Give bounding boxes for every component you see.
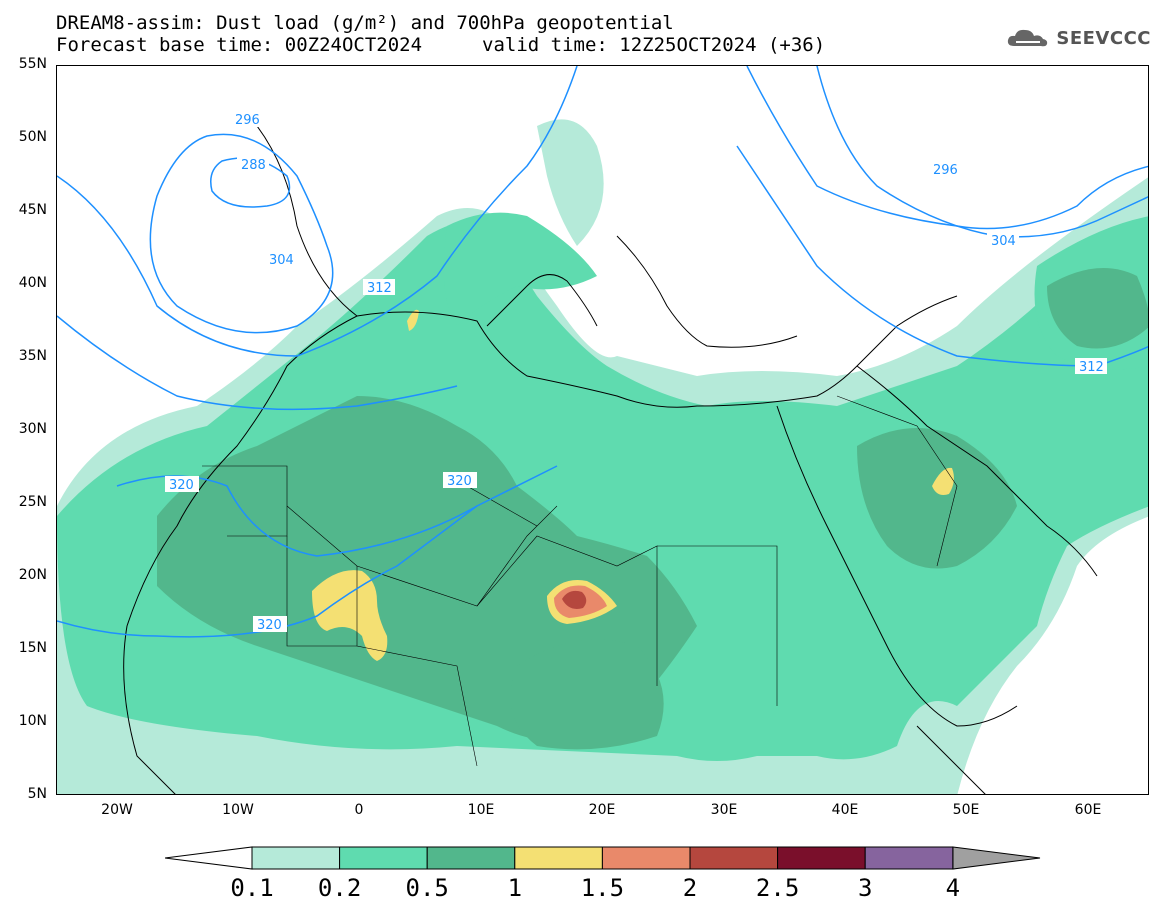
lat-label-10n: 10N xyxy=(18,713,47,729)
colorbar-label: 3 xyxy=(857,874,873,902)
contour-label-312-east: 312 xyxy=(1079,360,1104,375)
colorbar-label: 1 xyxy=(507,874,523,902)
colorbar-segment xyxy=(514,846,603,870)
cloud-icon xyxy=(1008,29,1048,47)
colorbar-label: 0.1 xyxy=(230,874,274,902)
dust-region-dense-sudan xyxy=(510,639,664,750)
colorbar-segment xyxy=(426,846,516,870)
dust-region-high-arabia xyxy=(932,467,954,495)
valid-time: valid time: 12Z25OCT2024 (+36) xyxy=(482,34,826,56)
colorbar-segment xyxy=(339,846,428,870)
colorbar-segment xyxy=(864,846,954,870)
lat-label-45n: 45N xyxy=(18,202,47,218)
colorbar-label: 4 xyxy=(945,874,961,902)
dust-region-high-algeria xyxy=(407,309,419,331)
dust-region-peak xyxy=(562,590,587,609)
lat-label-15n: 15N xyxy=(18,640,47,656)
lon-label-50e: 50E xyxy=(952,802,980,818)
contour-label-304-east: 304 xyxy=(991,234,1016,249)
lon-label-10e: 10E xyxy=(467,802,495,818)
lon-label-0: 0 xyxy=(354,802,364,818)
logo-text: SEEVCCC xyxy=(1056,27,1151,49)
lat-label-40n: 40N xyxy=(18,275,47,291)
contour-label-312-europe: 312 xyxy=(367,281,392,296)
colorbar-segment xyxy=(251,846,341,870)
dust-load-map: 296 288 304 312 320 320 320 296 304 312 xyxy=(56,65,1149,795)
dust-region-europe-light xyxy=(537,119,604,246)
colorbar-segments xyxy=(251,846,954,870)
contour-label-288: 288 xyxy=(241,158,266,173)
lon-label-20w: 20W xyxy=(101,802,133,818)
dust-region-italy xyxy=(443,212,597,326)
coastlines xyxy=(123,125,1098,794)
lon-label-60e: 60E xyxy=(1074,802,1102,818)
forecast-base-time: Forecast base time: 00Z24OCT2024 xyxy=(56,34,423,56)
colorbar-label: 0.2 xyxy=(317,874,362,902)
lat-label-50n: 50N xyxy=(18,129,47,145)
colorbar-segment xyxy=(777,846,866,870)
dust-region-high-mali xyxy=(312,570,388,661)
colorbar-segment xyxy=(601,846,691,870)
dust-region-dense-iran xyxy=(1047,268,1148,349)
colorbar-label: 0.5 xyxy=(405,874,449,902)
contour-label-320-west: 320 xyxy=(169,478,194,493)
contour-label-320-sahara: 320 xyxy=(447,474,472,489)
lat-label-25n: 25N xyxy=(18,494,47,510)
map-title: DREAM8-assim: Dust load (g/m²) and 700hP… xyxy=(56,12,674,34)
dust-region-dense-arabia xyxy=(857,428,1017,569)
colorbar-label: 1.5 xyxy=(580,874,625,902)
colorbar-segment xyxy=(689,846,779,870)
colorbar-label: 2 xyxy=(682,874,698,902)
lat-label-30n: 30N xyxy=(18,421,47,437)
lon-label-30e: 30E xyxy=(710,802,738,818)
lon-label-10w: 10W xyxy=(222,802,254,818)
colorbar xyxy=(165,846,1041,870)
seevccc-logo: SEEVCCC xyxy=(1006,26,1151,50)
lat-label-35n: 35N xyxy=(18,348,47,364)
colorbar-high-arrow xyxy=(952,846,1041,870)
contour-label-304-atlantic: 304 xyxy=(269,253,294,268)
lat-label-20n: 20N xyxy=(18,567,47,583)
lon-label-40e: 40E xyxy=(831,802,859,818)
map-canvas: 296 288 304 312 320 320 320 296 304 312 xyxy=(57,66,1148,794)
contour-label-320-sahel: 320 xyxy=(257,618,282,633)
lat-label-55n: 55N xyxy=(18,56,47,72)
contour-label-296-east: 296 xyxy=(933,163,958,178)
contour-labels: 296 288 304 312 320 320 320 296 304 312 xyxy=(165,111,1107,633)
lat-label-5n: 5N xyxy=(27,786,47,802)
contour-label-296-atlantic: 296 xyxy=(235,113,260,128)
country-borders xyxy=(202,395,958,767)
colorbar-low-arrow xyxy=(165,846,253,870)
colorbar-label: 2.5 xyxy=(755,874,800,902)
lon-label-20e: 20E xyxy=(588,802,616,818)
